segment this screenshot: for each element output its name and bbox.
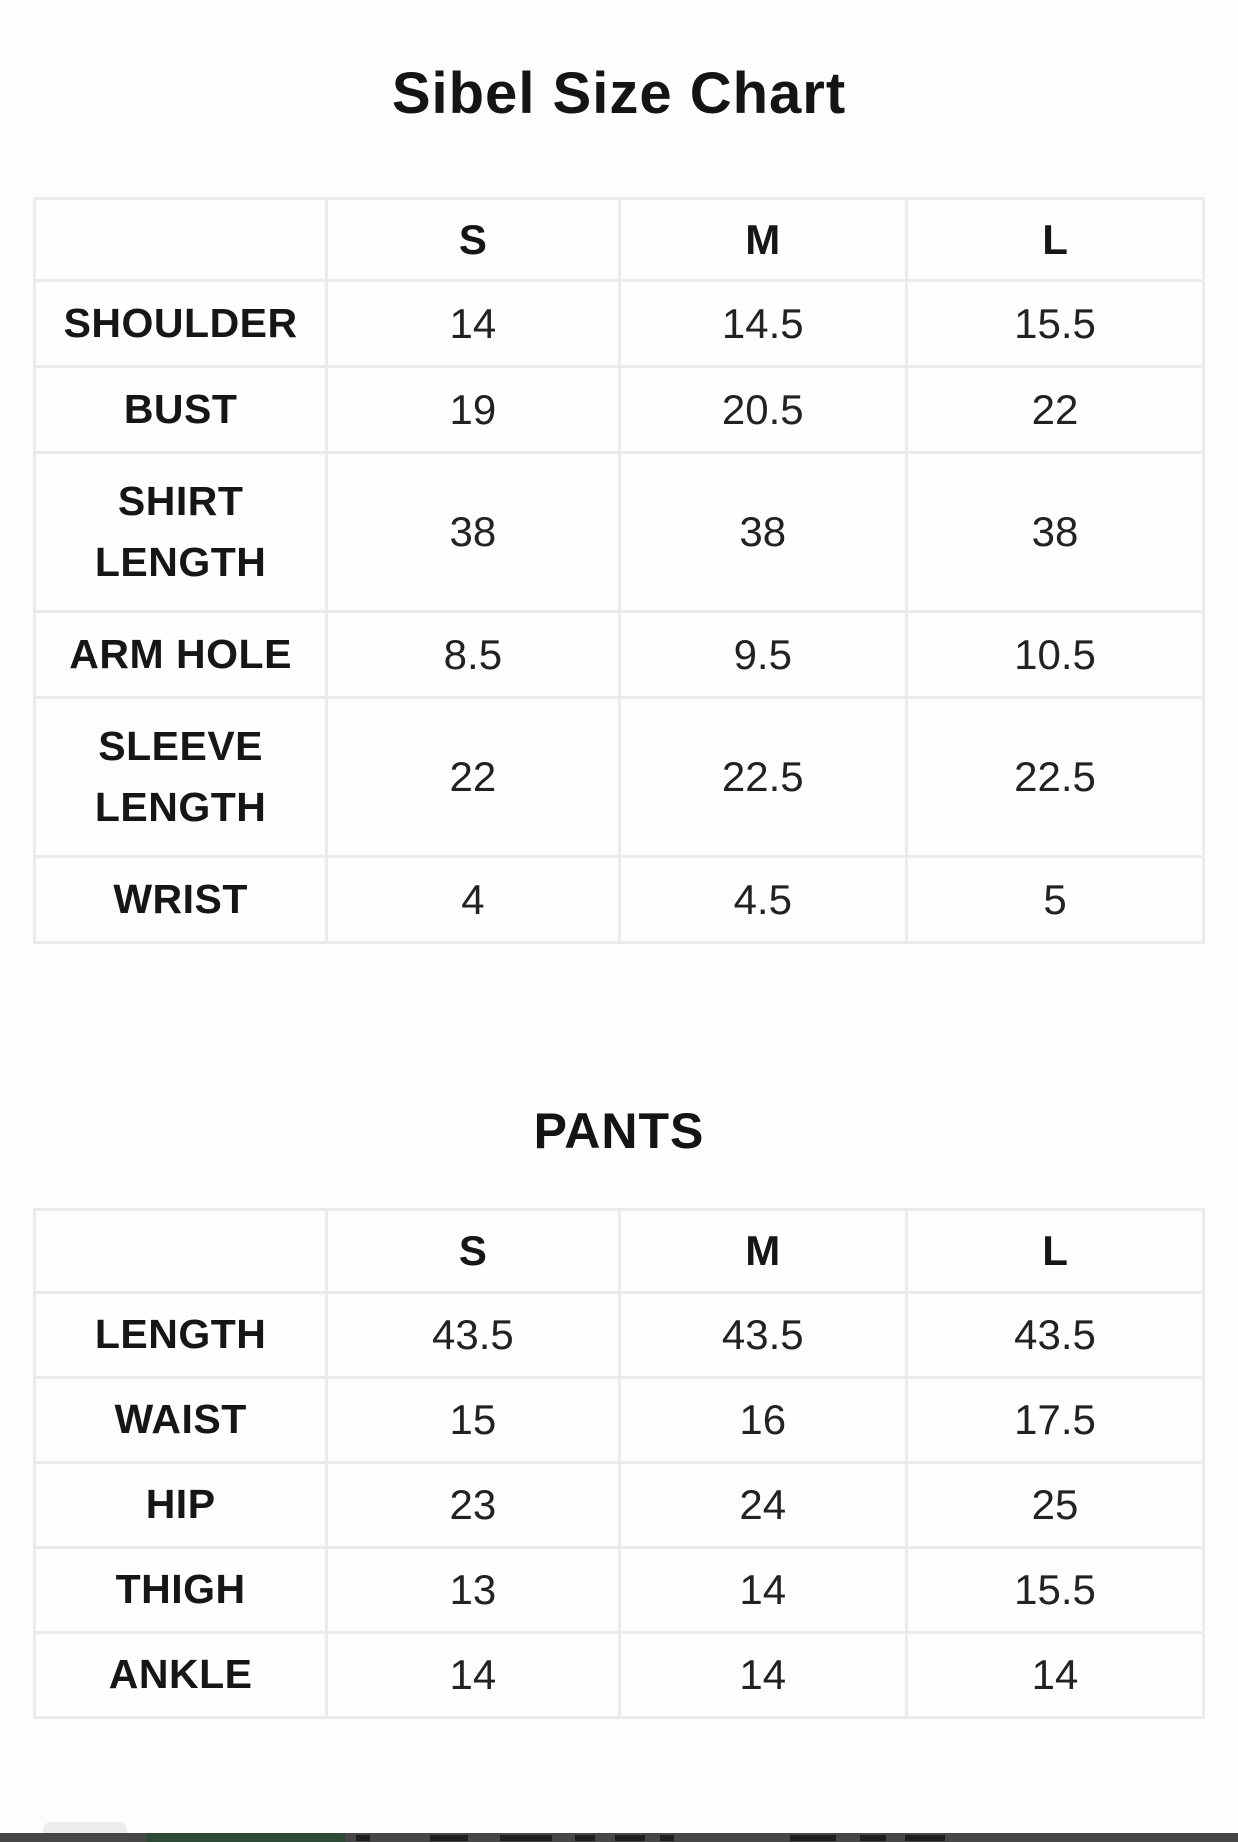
size-value: 24 [617,1461,909,1549]
shirt-size-table: S M L SHOULDER 14 14.5 15.5 BUST 19 20.5… [32,197,1205,944]
table-row-shirt-length: SHIRT LENGTH 38 38 38 [32,451,1205,613]
size-value: 8.5 [325,610,621,699]
row-label: ANKLE [32,1631,329,1719]
size-value: 43.5 [325,1291,621,1379]
cropped-text-fragment [905,1835,945,1841]
size-value: 5 [905,855,1205,944]
cropped-text-fragment [660,1835,674,1841]
size-value: 13 [325,1546,621,1634]
row-label: HIP [32,1461,329,1549]
row-label: WRIST [32,855,329,944]
row-label: SHOULDER [32,279,329,368]
pants-section-title: PANTS [533,1103,705,1159]
size-value: 4.5 [617,855,909,944]
cropped-text-fragment [860,1835,886,1841]
table-row-length: LENGTH 43.5 43.5 43.5 [32,1291,1205,1379]
size-value: 15.5 [905,279,1205,368]
cropped-footer-strip [0,1833,1238,1842]
size-value: 15.5 [905,1546,1205,1634]
header-cell-empty [32,197,329,282]
header-cell-empty [32,1208,329,1294]
size-value: 22 [905,365,1205,454]
size-value: 25 [905,1461,1205,1549]
size-value: 17.5 [905,1376,1205,1464]
size-value: 38 [617,451,909,613]
size-value: 4 [325,855,621,944]
size-value: 14 [325,1631,621,1719]
header-cell-size-l: L [905,197,1205,282]
cropped-text-fragment [790,1835,836,1841]
header-cell-size-m: M [617,197,909,282]
header-cell-size-s: S [325,197,621,282]
table-row-hip: HIP 23 24 25 [32,1461,1205,1549]
table-row-arm-hole: ARM HOLE 8.5 9.5 10.5 [32,610,1205,699]
size-value: 16 [617,1376,909,1464]
size-value: 20.5 [617,365,909,454]
size-value: 43.5 [617,1291,909,1379]
size-value: 19 [325,365,621,454]
row-label: SHIRT LENGTH [32,451,329,613]
size-value: 38 [325,451,621,613]
row-label: LENGTH [32,1291,329,1379]
table-row-shoulder: SHOULDER 14 14.5 15.5 [32,279,1205,368]
size-value: 14 [617,1631,909,1719]
size-value: 10.5 [905,610,1205,699]
cropped-text-fragment [575,1835,595,1841]
size-value: 14 [905,1631,1205,1719]
row-label: SLEEVE LENGTH [32,696,329,858]
header-cell-size-s: S [325,1208,621,1294]
table-row-ankle: ANKLE 14 14 14 [32,1631,1205,1719]
size-value: 22.5 [905,696,1205,858]
header-cell-size-m: M [617,1208,909,1294]
size-value: 15 [325,1376,621,1464]
cropped-text-fragment [500,1835,552,1841]
cropped-text-fragment [615,1835,645,1841]
table-row-sleeve-length: SLEEVE LENGTH 22 22.5 22.5 [32,696,1205,858]
pants-size-table: S M L LENGTH 43.5 43.5 43.5 WAIST 15 16 … [32,1208,1205,1719]
size-value: 14 [325,279,621,368]
row-label: BUST [32,365,329,454]
table-row-wrist: WRIST 4 4.5 5 [32,855,1205,944]
size-value: 9.5 [617,610,909,699]
row-label: WAIST [32,1376,329,1464]
size-value: 22.5 [617,696,909,858]
table-row-thigh: THIGH 13 14 15.5 [32,1546,1205,1634]
footer-green-patch [146,1833,345,1842]
row-label: ARM HOLE [32,610,329,699]
table-row-waist: WAIST 15 16 17.5 [32,1376,1205,1464]
size-value: 23 [325,1461,621,1549]
cropped-element-top [43,1822,127,1836]
size-value: 22 [325,696,621,858]
size-value: 43.5 [905,1291,1205,1379]
table-header-row: S M L [32,197,1205,282]
header-cell-size-l: L [905,1208,1205,1294]
row-label: THIGH [32,1546,329,1634]
cropped-text-fragment [430,1835,468,1841]
size-value: 14.5 [617,279,909,368]
table-header-row: S M L [32,1208,1205,1294]
size-value: 14 [617,1546,909,1634]
size-value: 38 [905,451,1205,613]
cropped-text-fragment [356,1835,370,1841]
table-row-bust: BUST 19 20.5 22 [32,365,1205,454]
page-title: Sibel Size Chart [391,61,847,126]
